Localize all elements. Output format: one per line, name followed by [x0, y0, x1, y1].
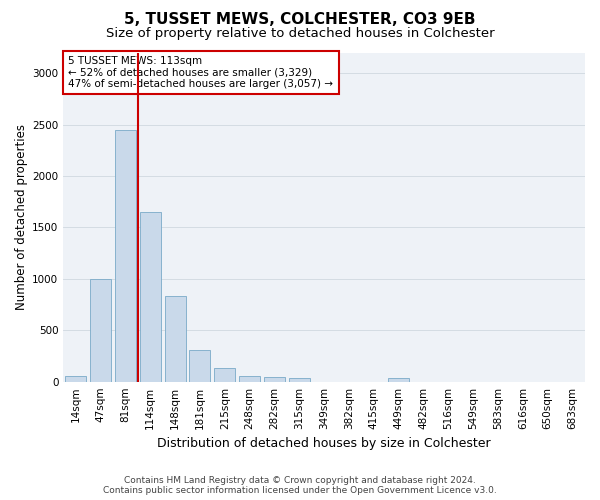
X-axis label: Distribution of detached houses by size in Colchester: Distribution of detached houses by size …: [157, 437, 491, 450]
Bar: [115, 130, 136, 382]
Text: Size of property relative to detached houses in Colchester: Size of property relative to detached ho…: [106, 28, 494, 40]
Bar: [214, 368, 235, 382]
Text: 5 TUSSET MEWS: 113sqm
← 52% of detached houses are smaller (3,329)
47% of semi-d: 5 TUSSET MEWS: 113sqm ← 52% of detached …: [68, 56, 334, 89]
Bar: [264, 377, 285, 382]
Text: 5, TUSSET MEWS, COLCHESTER, CO3 9EB: 5, TUSSET MEWS, COLCHESTER, CO3 9EB: [124, 12, 476, 28]
Bar: [140, 212, 161, 382]
Bar: [190, 350, 211, 382]
Text: Contains HM Land Registry data © Crown copyright and database right 2024.
Contai: Contains HM Land Registry data © Crown c…: [103, 476, 497, 495]
Bar: [239, 376, 260, 382]
Bar: [90, 279, 111, 382]
Y-axis label: Number of detached properties: Number of detached properties: [15, 124, 28, 310]
Bar: [65, 376, 86, 382]
Bar: [164, 296, 185, 382]
Bar: [289, 378, 310, 382]
Bar: [388, 378, 409, 382]
